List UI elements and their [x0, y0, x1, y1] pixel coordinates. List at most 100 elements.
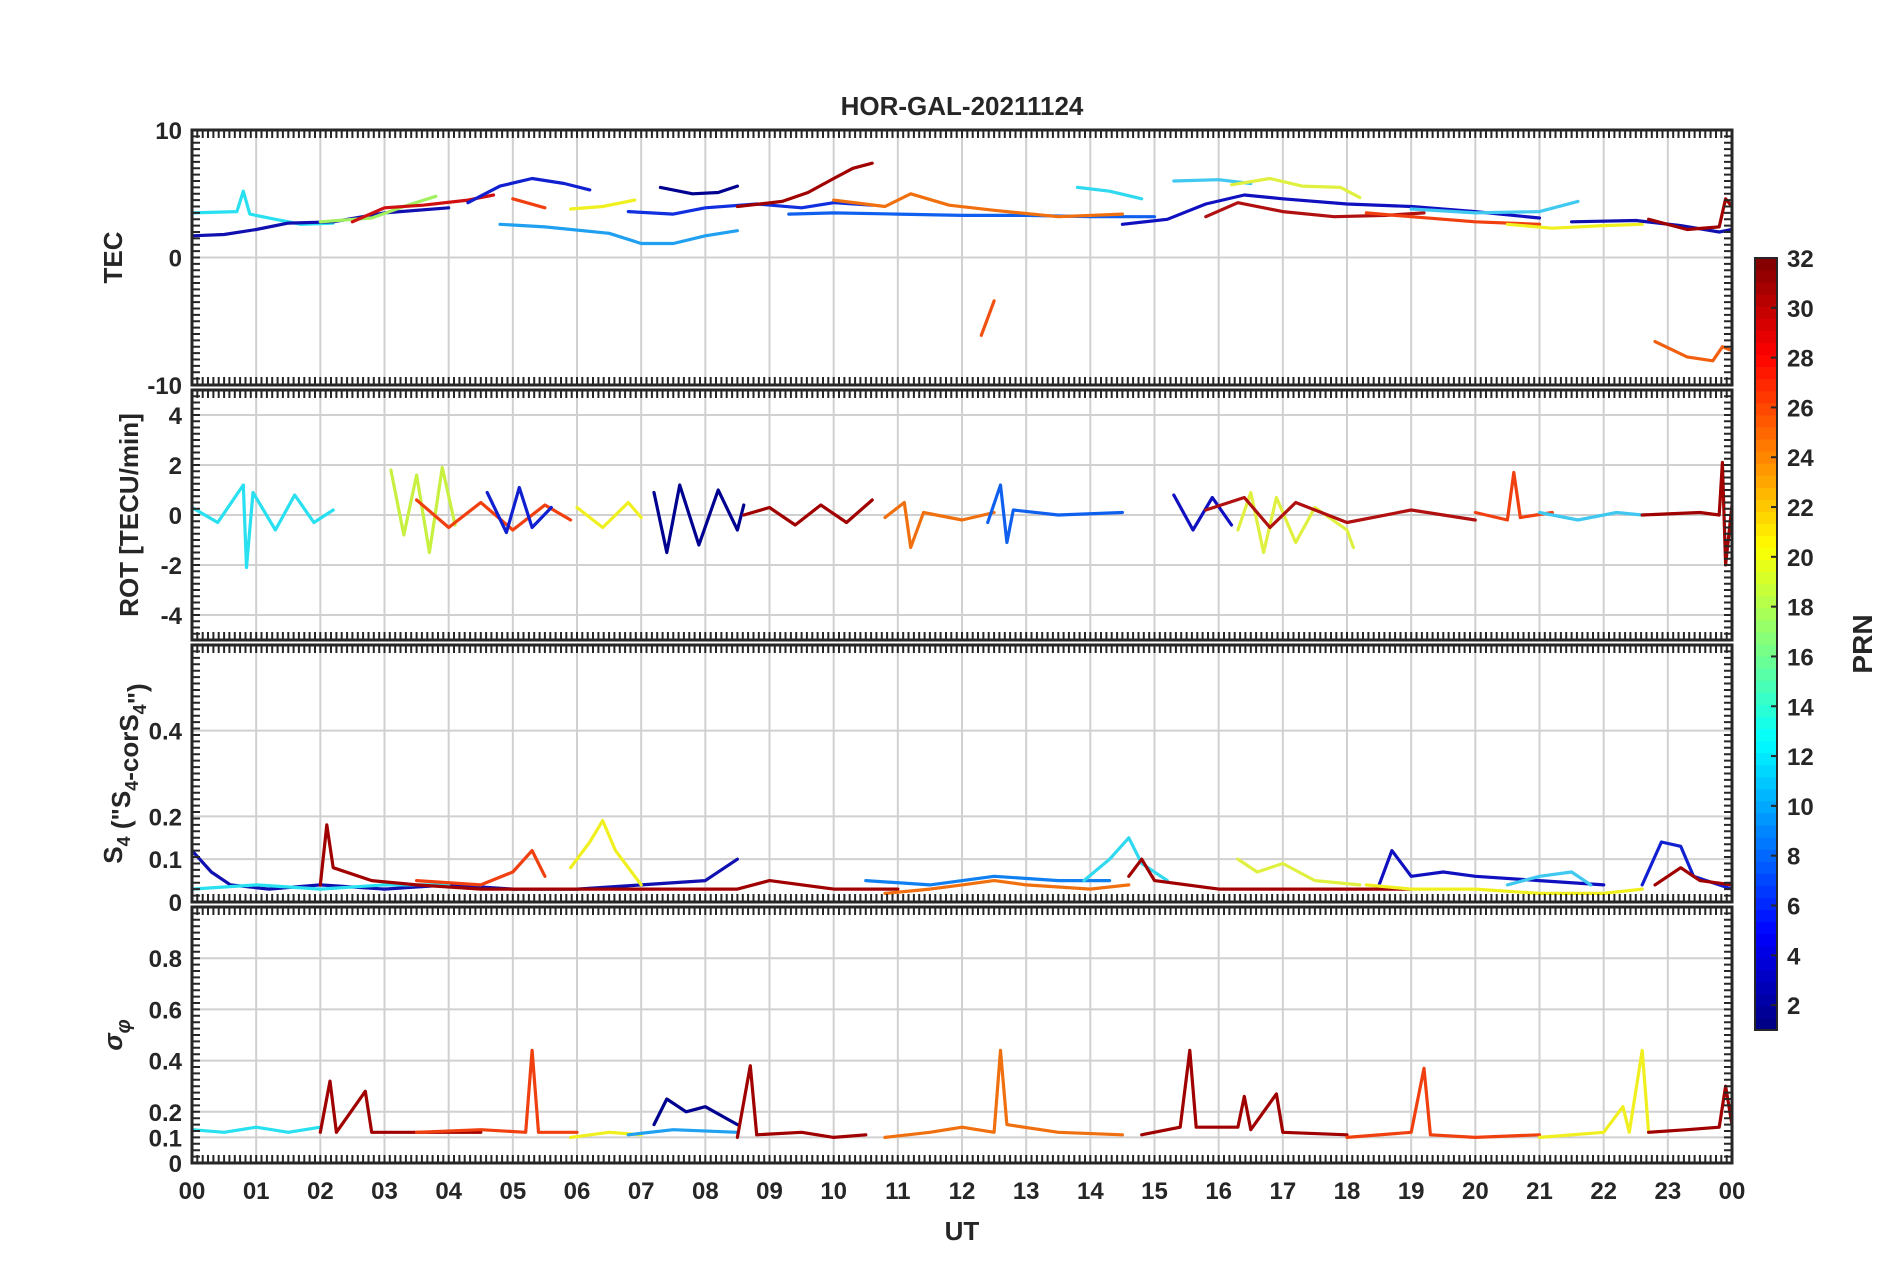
- colorbar-swatch: [1755, 282, 1777, 295]
- colorbar-swatch: [1755, 716, 1777, 730]
- y-tick-label: 0.2: [149, 1100, 182, 1127]
- colorbar-swatch: [1755, 619, 1777, 633]
- series-line-prn-3: [1172, 493, 1234, 532]
- colorbar-swatch: [1755, 595, 1777, 609]
- y-tick-label: 0: [169, 246, 182, 273]
- x-tick-label: 23: [1654, 1178, 1681, 1205]
- y-tick-label: 0: [169, 503, 182, 530]
- colorbar-swatch: [1755, 583, 1777, 597]
- colorbar-tick-label: 6: [1787, 893, 1800, 920]
- colorbar-label: PRN: [1847, 614, 1878, 673]
- colorbar-swatch: [1755, 921, 1777, 935]
- series-line-prn-31: [1140, 1048, 1349, 1137]
- colorbar-swatch: [1755, 849, 1777, 862]
- colorbar-swatch: [1755, 535, 1777, 549]
- colorbar-swatch: [1755, 885, 1777, 898]
- series-line-prn-27: [415, 1048, 579, 1134]
- axes-box: [190, 643, 1734, 904]
- colorbar-swatch: [1755, 342, 1777, 356]
- x-tick-label: 11: [885, 1178, 910, 1205]
- y-tick-label: 0.1: [149, 847, 182, 874]
- colorbar-swatch: [1755, 426, 1777, 440]
- colorbar-tick-label: 26: [1787, 395, 1814, 422]
- series-line-prn-11: [626, 1128, 740, 1137]
- series-line-prn-9: [864, 874, 1112, 887]
- y-tick-label: 0.1: [149, 1125, 182, 1152]
- colorbar-swatch: [1755, 306, 1777, 319]
- y-tick-label: 0.2: [149, 804, 182, 831]
- x-tick-label: 00: [1719, 1178, 1746, 1205]
- y-tick-label: 10: [155, 118, 182, 145]
- colorbar-swatch: [1755, 993, 1777, 1007]
- colorbar-tick-label: 4: [1787, 943, 1801, 970]
- series-line-prn-31: [318, 823, 900, 891]
- colorbar-swatch: [1755, 451, 1777, 464]
- colorbar-swatch: [1755, 824, 1777, 838]
- colorbar-swatch: [1755, 318, 1777, 331]
- y-axis-label: TEC: [98, 231, 128, 283]
- panel-rot: -4 -2 0 2 4 ROT [TECU/min]: [114, 388, 1734, 642]
- x-tick-label: 03: [371, 1178, 398, 1205]
- x-tick-label: 17: [1269, 1178, 1296, 1205]
- series-line-prn-20: [1505, 222, 1644, 230]
- series-line-prn-4: [485, 485, 553, 535]
- colorbar-swatch: [1755, 861, 1777, 874]
- colorbar-tick-label: 14: [1787, 694, 1814, 721]
- x-tick-label: 14: [1077, 1178, 1104, 1205]
- y-axis-label: ROT [TECU/min]: [114, 413, 144, 617]
- series-line-prn-1: [652, 483, 746, 555]
- colorbar-swatch: [1755, 402, 1777, 416]
- colorbar-swatch: [1755, 1017, 1777, 1031]
- colorbar-swatch: [1755, 366, 1777, 380]
- x-tick-label: 07: [628, 1178, 655, 1205]
- series-line-prn-20: [1364, 883, 1644, 896]
- series-line-prn-1: [652, 1097, 740, 1127]
- colorbar-swatch: [1755, 692, 1777, 705]
- series-line-prn-31: [1127, 857, 1413, 891]
- series-line-prn-27: [1473, 470, 1554, 522]
- colorbar-swatch: [1755, 933, 1777, 947]
- series-line-prn-31: [735, 161, 874, 209]
- series-line-prn-31: [742, 498, 874, 527]
- colorbar-swatch: [1755, 812, 1777, 826]
- series-group: [192, 818, 1732, 896]
- y-tick-label: 0: [169, 890, 182, 917]
- y-tick-label: 0.6: [149, 997, 182, 1024]
- series-line-prn-31: [1646, 197, 1732, 232]
- colorbar-tick-label: 12: [1787, 744, 1814, 771]
- series-line-prn-14: [192, 1125, 322, 1134]
- x-axis-label: UT: [945, 1216, 980, 1246]
- x-tick-label: 06: [564, 1178, 591, 1205]
- colorbar-swatch: [1755, 1005, 1777, 1019]
- colorbar-swatch: [1755, 969, 1777, 983]
- colorbar-swatch: [1755, 909, 1777, 923]
- series-line-prn-31: [735, 1064, 868, 1140]
- colorbar-swatch: [1755, 270, 1777, 283]
- y-tick-label: 4: [169, 403, 183, 430]
- x-tick-label: 20: [1462, 1178, 1489, 1205]
- colorbar-swatch: [1755, 837, 1777, 850]
- colorbar-swatch: [1755, 475, 1777, 488]
- x-tick-label: 12: [949, 1178, 976, 1205]
- series-line-prn-24: [883, 878, 1131, 896]
- colorbar-swatch: [1755, 957, 1777, 971]
- x-tick-label: 10: [820, 1178, 847, 1205]
- colorbar-swatch: [1755, 740, 1777, 754]
- colorbar-swatch: [1755, 523, 1777, 537]
- series-line-prn-3: [1120, 193, 1542, 226]
- series-line-prn-27: [415, 848, 547, 887]
- y-tick-label: 0.4: [149, 719, 183, 746]
- colorbar-tick-label: 22: [1787, 495, 1814, 522]
- series-line-prn-19: [1236, 857, 1362, 887]
- series-line-prn-12: [1505, 870, 1593, 887]
- series-line-prn-14: [192, 483, 335, 570]
- colorbar-swatch: [1755, 559, 1777, 573]
- colorbar-swatch: [1755, 499, 1777, 512]
- x-tick-label: 22: [1590, 1178, 1617, 1205]
- colorbar-tick-label: 10: [1787, 794, 1814, 821]
- y-axis-label: S4 ("S4-corS4"): [98, 683, 152, 863]
- colorbar-swatch: [1755, 571, 1777, 585]
